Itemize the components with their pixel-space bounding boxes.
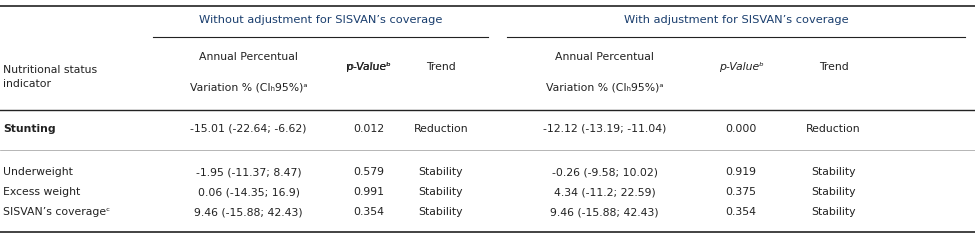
- Text: 0.375: 0.375: [725, 187, 757, 197]
- Text: 9.46 (-15.88; 42.43): 9.46 (-15.88; 42.43): [194, 207, 303, 217]
- Text: 9.46 (-15.88; 42.43): 9.46 (-15.88; 42.43): [550, 207, 659, 217]
- Text: Trend: Trend: [426, 62, 455, 72]
- Text: 4.34 (-11.2; 22.59): 4.34 (-11.2; 22.59): [554, 187, 655, 197]
- Text: Annual Percentual: Annual Percentual: [199, 52, 298, 62]
- Text: p-Valueᵇ: p-Valueᵇ: [719, 62, 763, 72]
- Text: 0.06 (-14.35; 16.9): 0.06 (-14.35; 16.9): [198, 187, 299, 197]
- Text: With adjustment for SISVAN’s coverage: With adjustment for SISVAN’s coverage: [624, 15, 848, 25]
- Text: Variation % (CIₕ95%)ᵃ: Variation % (CIₕ95%)ᵃ: [190, 83, 307, 93]
- Text: Underweight: Underweight: [3, 167, 73, 177]
- Text: 0.354: 0.354: [725, 207, 757, 217]
- Text: Reduction: Reduction: [806, 124, 861, 134]
- Text: Stability: Stability: [811, 207, 856, 217]
- Text: Excess weight: Excess weight: [3, 187, 80, 197]
- Text: Reduction: Reduction: [413, 124, 468, 134]
- Text: p-Valueᵇ: p-Valueᵇ: [346, 62, 391, 72]
- Text: -0.26 (-9.58; 10.02): -0.26 (-9.58; 10.02): [552, 167, 657, 177]
- Text: Stability: Stability: [418, 167, 463, 177]
- Text: -15.01 (-22.64; -6.62): -15.01 (-22.64; -6.62): [190, 124, 307, 134]
- Text: 0.579: 0.579: [353, 167, 384, 177]
- Text: Annual Percentual: Annual Percentual: [555, 52, 654, 62]
- Text: 0.354: 0.354: [353, 207, 384, 217]
- Text: Stability: Stability: [418, 187, 463, 197]
- Text: Stunting: Stunting: [3, 124, 56, 134]
- Text: Stability: Stability: [811, 187, 856, 197]
- Text: Variation % (CIₕ95%)ᵃ: Variation % (CIₕ95%)ᵃ: [546, 83, 663, 93]
- Text: Stability: Stability: [811, 167, 856, 177]
- Text: Trend: Trend: [819, 62, 848, 72]
- Text: 0.919: 0.919: [725, 167, 757, 177]
- Text: p-Valueᵇ: p-Valueᵇ: [346, 62, 391, 72]
- Text: -1.95 (-11.37; 8.47): -1.95 (-11.37; 8.47): [196, 167, 301, 177]
- Text: 0.012: 0.012: [353, 124, 384, 134]
- Text: -12.12 (-13.19; -11.04): -12.12 (-13.19; -11.04): [543, 124, 666, 134]
- Text: Stability: Stability: [418, 207, 463, 217]
- Text: 0.000: 0.000: [725, 124, 757, 134]
- Text: Nutritional status
indicator: Nutritional status indicator: [3, 65, 98, 89]
- Text: 0.991: 0.991: [353, 187, 384, 197]
- Text: SISVAN’s coverageᶜ: SISVAN’s coverageᶜ: [3, 207, 110, 217]
- Text: Without adjustment for SISVAN’s coverage: Without adjustment for SISVAN’s coverage: [199, 15, 442, 25]
